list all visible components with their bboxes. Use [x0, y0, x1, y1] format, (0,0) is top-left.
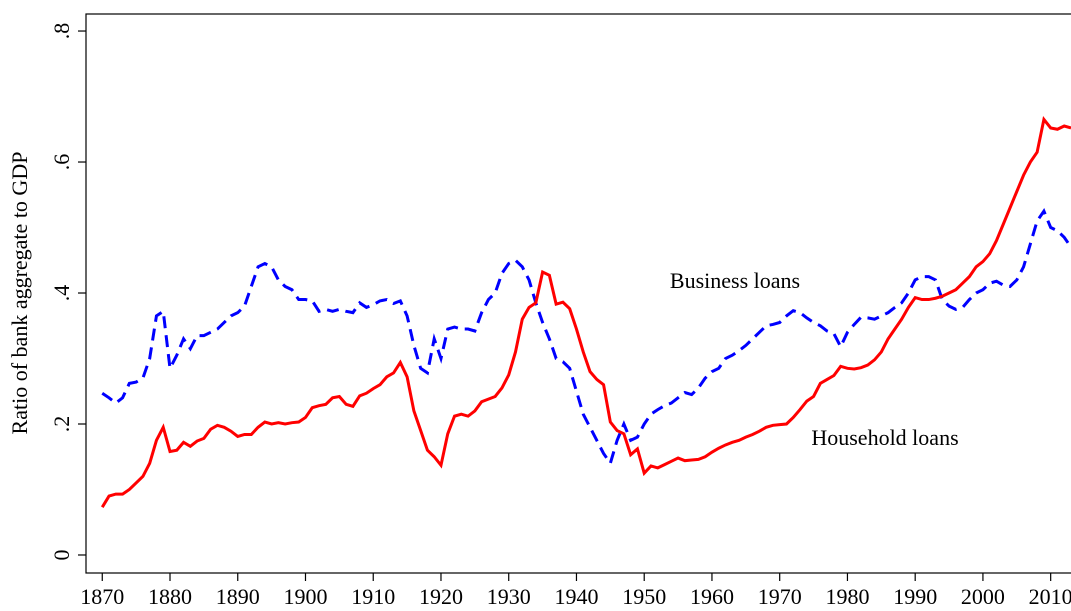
- x-tick-label: 1970: [758, 584, 802, 609]
- y-tick-label: .8: [49, 23, 74, 40]
- y-tick-label: .4: [49, 285, 74, 302]
- x-tick-label: 1910: [351, 584, 395, 609]
- annotation: Business loans: [670, 268, 800, 293]
- x-tick-label: 2000: [961, 584, 1005, 609]
- y-axis-label: Ratio of bank aggregate to GDP: [7, 152, 32, 435]
- y-tick-label: .6: [49, 154, 74, 171]
- x-tick-label: 2010: [1029, 584, 1071, 609]
- x-tick-label: 1880: [148, 584, 192, 609]
- y-tick-label: 0: [49, 549, 74, 560]
- x-tick-label: 1930: [487, 584, 531, 609]
- x-tick-label: 1940: [554, 584, 598, 609]
- annotation: Household loans: [811, 425, 958, 450]
- y-tick-label: .2: [49, 416, 74, 433]
- series-line: [101, 208, 1071, 467]
- x-tick-label: 1960: [690, 584, 734, 609]
- x-tick-label: 1890: [216, 584, 260, 609]
- plot-frame: [85, 13, 1071, 574]
- x-tick-label: 1950: [622, 584, 666, 609]
- x-tick-label: 1980: [825, 584, 869, 609]
- x-tick-label: 1990: [893, 584, 937, 609]
- x-tick-label: 1870: [80, 584, 124, 609]
- x-tick-label: 1900: [283, 584, 327, 609]
- x-tick-label: 1920: [419, 584, 463, 609]
- series-line: [100, 116, 1071, 508]
